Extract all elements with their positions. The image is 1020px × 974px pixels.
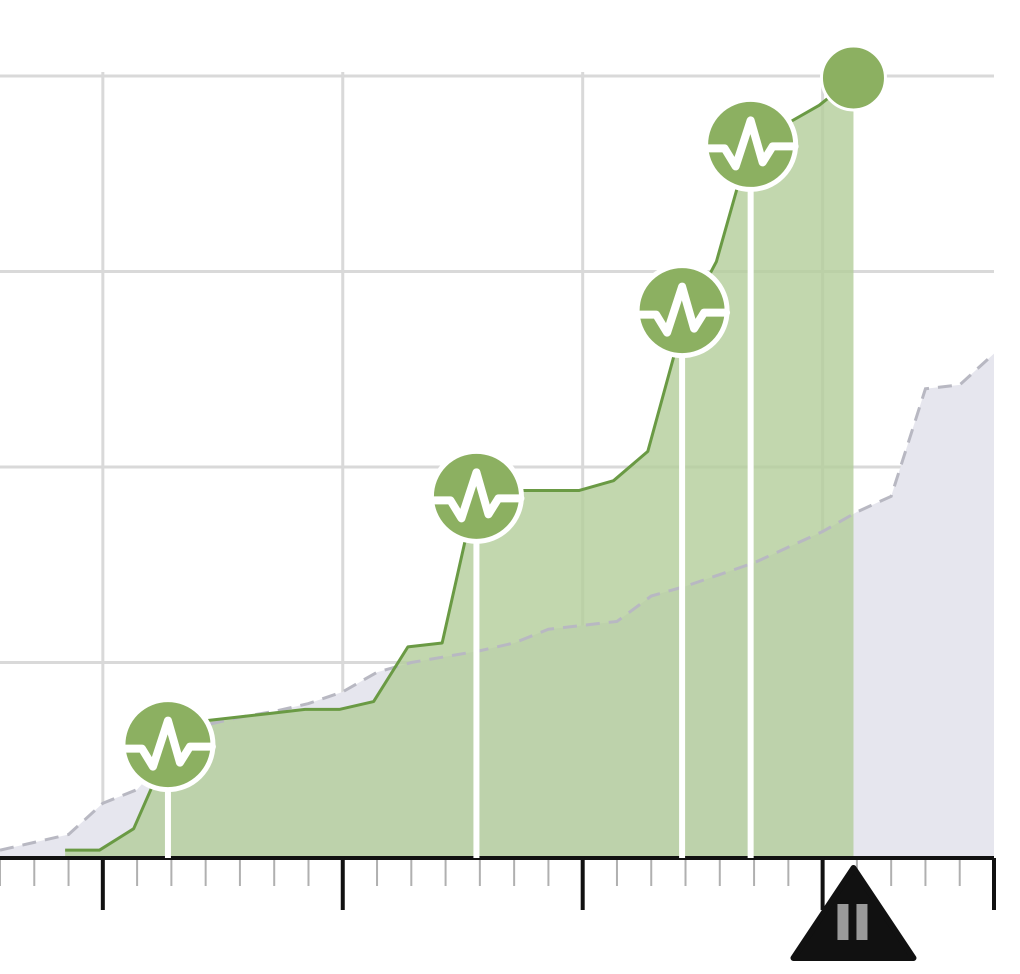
playhead-pause-button[interactable]	[790, 865, 917, 961]
milestone-marker-2[interactable]	[428, 448, 525, 858]
milestone-stem	[473, 536, 480, 858]
milestone-stem	[747, 184, 754, 859]
milestone-marker-1[interactable]	[119, 697, 216, 858]
heartbeat-check-icon	[702, 96, 799, 192]
pause-icon	[837, 904, 868, 940]
heartbeat-check-icon	[634, 263, 731, 359]
heartbeat-check-icon	[119, 697, 216, 793]
milestone-stem	[164, 784, 171, 858]
milestone-marker-4[interactable]	[702, 96, 799, 859]
milestone-marker-3[interactable]	[634, 263, 731, 858]
milestone-stem	[679, 350, 686, 858]
playhead-triangle	[790, 865, 917, 961]
x-axis	[0, 856, 996, 910]
gridlines	[0, 72, 994, 858]
current-progress-dot	[819, 44, 887, 112]
heartbeat-check-icon	[428, 448, 525, 544]
progress-area	[65, 77, 854, 858]
